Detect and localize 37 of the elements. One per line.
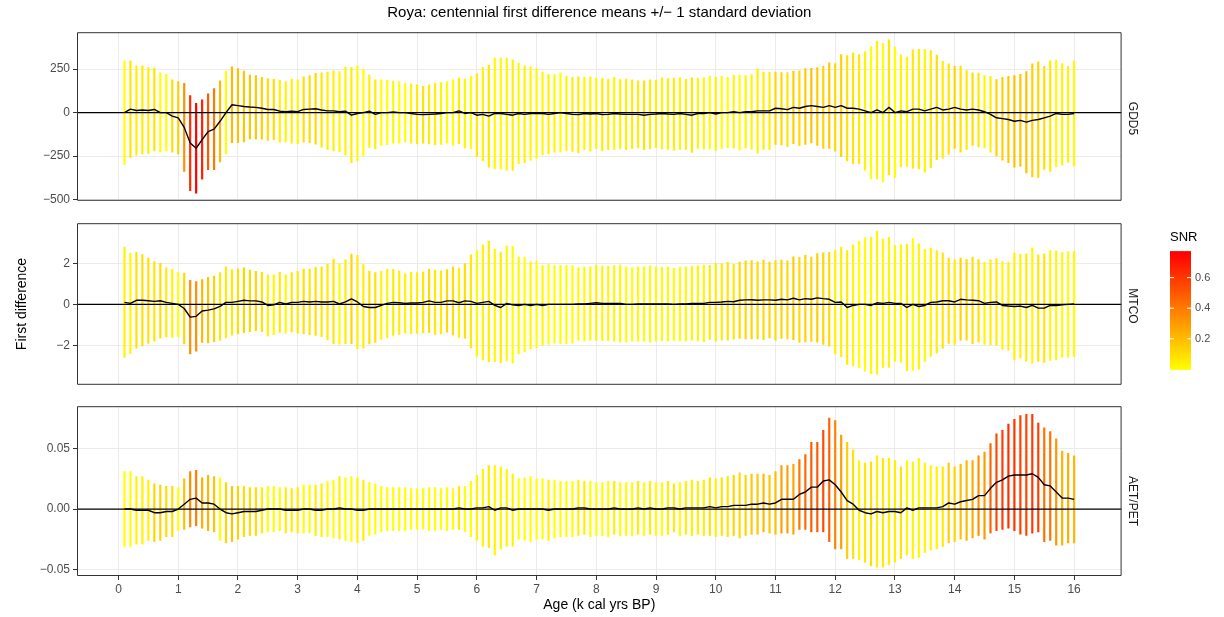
x-tick-label: 6 [473, 581, 481, 596]
x-axis-title: Age (k cal yrs BP) [543, 596, 656, 612]
x-tick-label: 0 [115, 581, 123, 596]
y-tick-label: 0.00 [46, 501, 71, 516]
x-tick-label: 13 [888, 581, 902, 596]
y-tick-label: −0.05 [39, 562, 71, 577]
y-tick-label: 0 [63, 296, 71, 311]
x-tick-label: 5 [413, 581, 421, 596]
x-tick-label: 16 [1067, 581, 1082, 596]
x-tick-label: 11 [769, 581, 783, 596]
x-tick-label: 15 [1007, 581, 1022, 596]
color-bar-title: SNR [1170, 229, 1198, 245]
y-tick-label: −2 [56, 337, 71, 352]
color-bar-label: 0.4 [1195, 301, 1211, 314]
text: GDD5 [1126, 101, 1141, 136]
text: AET/PET [1126, 475, 1141, 527]
y-tick-label: 250 [49, 61, 71, 76]
color-bar-label: 0.6 [1195, 270, 1211, 283]
chart-title: Roya: centennial first difference means +/− 1 standard deviation [387, 3, 812, 20]
x-tick-label: 1 [174, 581, 182, 596]
x-tick-label: 2 [234, 581, 242, 596]
x-tick-label: 3 [294, 581, 302, 596]
y-tick-label: 0 [63, 104, 71, 119]
y-tick-label: −250 [42, 148, 71, 163]
x-tick-label: 14 [947, 581, 962, 596]
color-bar-label: 0.2 [1195, 331, 1211, 344]
x-tick-label: 10 [709, 581, 723, 596]
y-tick-label: 0.05 [46, 440, 71, 455]
y-tick-label: −500 [42, 191, 71, 206]
y-tick-label: 2 [63, 255, 71, 270]
y-axis-title: First difference [13, 257, 29, 351]
x-tick-label: 12 [828, 581, 843, 596]
text: MTCO [1126, 288, 1141, 324]
x-tick-label: 7 [533, 581, 541, 596]
x-tick-label: 8 [592, 581, 600, 596]
x-tick-label: 4 [354, 581, 362, 596]
x-tick-label: 9 [652, 581, 660, 596]
